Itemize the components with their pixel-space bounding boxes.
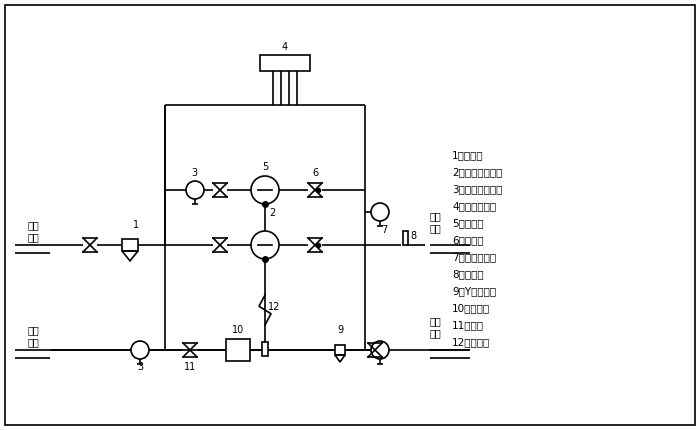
- Text: 4: 4: [282, 42, 288, 52]
- Text: 2、驅動管控制閥: 2、驅動管控制閥: [452, 167, 503, 177]
- Circle shape: [186, 181, 204, 199]
- Text: 市政
回水: 市政 回水: [27, 326, 39, 347]
- Circle shape: [131, 341, 149, 359]
- Text: 9、Y型過濾器: 9、Y型過濾器: [452, 286, 496, 296]
- Text: 7、遠傳壓力表: 7、遠傳壓力表: [452, 252, 496, 262]
- Text: 7: 7: [381, 225, 387, 235]
- Text: 6、止回閥: 6、止回閥: [452, 235, 484, 245]
- Text: 1: 1: [133, 220, 139, 230]
- Text: 8: 8: [410, 231, 416, 241]
- Text: 1、除污器: 1、除污器: [452, 150, 484, 160]
- Text: 2: 2: [269, 208, 275, 218]
- Text: 3、電接點壓力表: 3、電接點壓力表: [452, 184, 503, 194]
- Text: 4、變頻控制柜: 4、變頻控制柜: [452, 201, 496, 211]
- Text: 6: 6: [312, 168, 318, 178]
- Circle shape: [371, 341, 389, 359]
- Text: 高區
供水: 高區 供水: [430, 212, 442, 233]
- Bar: [226, 339, 250, 361]
- Text: 11: 11: [184, 362, 196, 372]
- Text: 12: 12: [268, 302, 281, 312]
- Bar: [335, 345, 345, 355]
- Text: 5: 5: [262, 162, 268, 172]
- Text: 11、蝶閥: 11、蝶閥: [452, 320, 484, 330]
- Text: 3: 3: [191, 168, 197, 178]
- Text: 3: 3: [137, 362, 143, 372]
- Bar: [260, 55, 310, 71]
- Text: 5、增壓泵: 5、增壓泵: [452, 218, 484, 228]
- Circle shape: [371, 203, 389, 221]
- Circle shape: [251, 176, 279, 204]
- Text: 高區
回水: 高區 回水: [430, 316, 442, 338]
- Bar: [122, 239, 138, 251]
- Text: 9: 9: [337, 325, 343, 335]
- Text: 12、驅動管: 12、驅動管: [452, 337, 490, 347]
- Text: 8、溫度計: 8、溫度計: [452, 269, 484, 279]
- Text: 市政
供水: 市政 供水: [27, 221, 39, 242]
- Text: 10、阻斷器: 10、阻斷器: [452, 303, 490, 313]
- Bar: [403, 231, 408, 245]
- Bar: [262, 342, 268, 356]
- Circle shape: [251, 231, 279, 259]
- Text: 10: 10: [232, 325, 244, 335]
